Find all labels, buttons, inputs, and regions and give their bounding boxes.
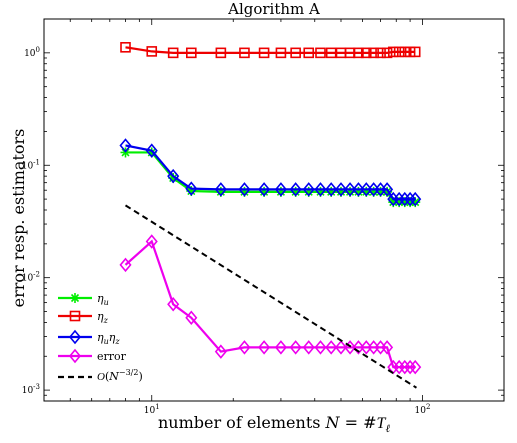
square-marker [258, 47, 270, 59]
diamond-marker [325, 182, 338, 197]
x-axis-label: number of elements N = #Tℓ [158, 413, 390, 435]
series-4 [124, 204, 417, 389]
square-marker [381, 47, 393, 59]
diamond-marker [334, 340, 348, 355]
diamond-marker [185, 310, 198, 326]
diamond-marker [325, 340, 338, 355]
diamond-marker [167, 297, 180, 312]
square-marker [215, 47, 227, 59]
diamond-marker [119, 138, 132, 153]
diamond-marker [214, 182, 227, 197]
diamond-marker [68, 329, 82, 345]
y-tick-label: 10-1 [22, 158, 40, 171]
diamond-marker [398, 359, 411, 375]
diamond-marker [289, 340, 302, 355]
series-line [124, 204, 417, 389]
legend-label-eta-u: ηu [97, 292, 109, 307]
diamond-marker [258, 182, 271, 197]
square-marker [387, 46, 399, 58]
diamond-marker [409, 191, 422, 207]
diamond-marker [409, 359, 422, 375]
diamond-marker [352, 340, 365, 355]
axis-ticks: 101 102 10-3 10-2 10-1 100 [22, 18, 505, 416]
series-2 [119, 138, 422, 207]
diamond-marker [398, 191, 411, 207]
square-marker [275, 47, 287, 59]
square-marker [167, 47, 179, 59]
diamond-marker [258, 340, 271, 355]
legend-label-error: error [97, 350, 127, 363]
diamond-marker [274, 340, 287, 355]
legend-label-eta-product: ηuηz [97, 331, 120, 346]
diamond-marker [302, 182, 315, 197]
y-axis-label: error resp. estimators [9, 129, 28, 308]
square-marker [69, 310, 81, 322]
diamond-marker [185, 181, 198, 196]
chart-title: Algorithm A [227, 0, 320, 18]
diamond-marker [274, 182, 287, 197]
square-marker [120, 42, 131, 53]
legend-label-rate: O(N−3/2) [97, 368, 143, 383]
series-1 [120, 42, 421, 59]
square-marker [409, 46, 421, 58]
diamond-marker [343, 182, 357, 197]
square-marker [239, 47, 250, 59]
diamond-marker [214, 344, 227, 359]
square-marker [290, 47, 301, 59]
diamond-marker [381, 340, 394, 355]
diamond-marker [381, 182, 394, 197]
square-marker [353, 47, 364, 59]
diamond-marker [289, 182, 302, 197]
square-marker [360, 47, 372, 59]
square-marker [375, 47, 386, 59]
diamond-marker [343, 340, 357, 355]
diamond-marker [119, 257, 132, 273]
square-marker [303, 47, 315, 59]
square-marker [393, 46, 405, 58]
legend-label-eta-z: ηz [97, 310, 109, 325]
series-group [119, 42, 422, 389]
square-marker [186, 47, 197, 59]
asterisk-marker [70, 293, 80, 303]
legend: ηu ηz ηuηz error O(N−3/2) [49, 283, 155, 389]
diamond-marker [314, 340, 327, 355]
diamond-marker [68, 348, 82, 364]
y-tick-label: 100 [24, 46, 40, 59]
diamond-marker [238, 182, 251, 197]
square-marker [325, 47, 337, 59]
diamond-marker [334, 182, 348, 197]
square-marker [368, 47, 379, 59]
diamond-marker [145, 143, 158, 158]
diamond-marker [393, 359, 406, 375]
x-tick-label: 101 [144, 403, 160, 416]
y-tick-label: 10-3 [22, 383, 40, 396]
diamond-marker [145, 234, 158, 249]
diamond-marker [238, 340, 251, 355]
series-3 [119, 234, 422, 375]
diamond-marker [404, 359, 417, 375]
diamond-marker [393, 191, 406, 207]
y-tick-label: 10-2 [22, 271, 40, 284]
square-marker [146, 46, 158, 57]
diamond-marker [352, 182, 365, 197]
square-marker [399, 46, 411, 58]
x-tick-label: 102 [415, 403, 431, 416]
diamond-marker [404, 191, 417, 207]
diamond-marker [302, 340, 315, 355]
diamond-marker [167, 168, 180, 184]
square-marker [315, 47, 326, 59]
diamond-marker [314, 182, 327, 197]
